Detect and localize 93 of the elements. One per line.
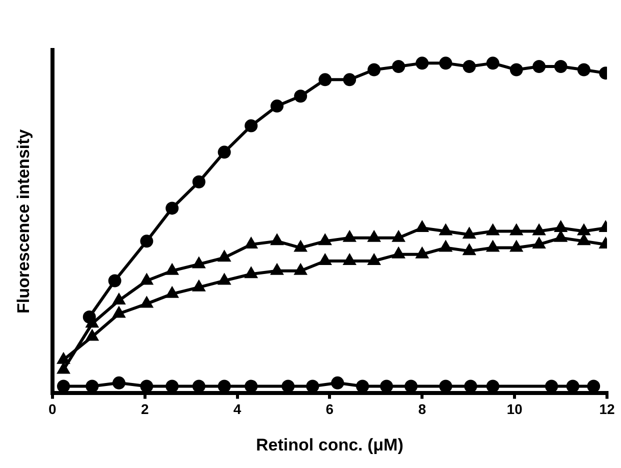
point (319, 254, 331, 265)
point (86, 330, 98, 341)
point (344, 231, 356, 242)
x-tick-label: 8 (418, 401, 426, 418)
point (108, 274, 122, 288)
point (218, 146, 231, 159)
point (192, 380, 206, 393)
x-tick-label: 10 (506, 401, 523, 418)
point (392, 60, 406, 73)
point (244, 380, 258, 393)
point (140, 297, 153, 308)
point (486, 56, 500, 70)
x-axis-title: Retinol conc. (μM) (256, 435, 404, 454)
point (140, 380, 154, 393)
x-tick-label: 12 (599, 401, 615, 418)
point (532, 60, 546, 73)
point (192, 175, 206, 188)
point (566, 380, 580, 393)
point (416, 56, 429, 70)
point (166, 380, 179, 393)
point (439, 56, 452, 70)
point (533, 224, 545, 236)
point (587, 380, 600, 393)
point (368, 254, 380, 265)
point (462, 60, 476, 73)
point (271, 234, 283, 246)
x-tick-label: 0 (48, 401, 56, 418)
point (356, 380, 370, 393)
point (244, 119, 258, 132)
point (578, 224, 590, 236)
point (545, 380, 558, 393)
point (193, 258, 205, 268)
point (416, 221, 428, 232)
point (343, 73, 356, 86)
point (464, 380, 478, 393)
point (439, 380, 452, 393)
point (331, 376, 344, 390)
point (416, 248, 428, 258)
point (554, 231, 567, 242)
point (554, 221, 567, 232)
point (404, 380, 418, 393)
point (440, 241, 452, 252)
point (487, 241, 499, 252)
point (140, 274, 153, 285)
x-tick-label: 2 (140, 401, 149, 418)
y-axis-title: Fluorescence intensity (14, 128, 33, 314)
point (282, 380, 295, 393)
x-tick-label: 4 (233, 401, 242, 418)
point (166, 264, 178, 275)
point (294, 90, 308, 103)
point (113, 294, 125, 305)
point (368, 63, 381, 76)
point (193, 280, 205, 292)
point (56, 380, 70, 393)
point (86, 380, 99, 393)
point (271, 264, 283, 275)
point (510, 241, 522, 252)
point (113, 307, 125, 318)
point (270, 100, 284, 113)
point (112, 376, 126, 390)
point (218, 380, 231, 393)
point (392, 231, 404, 242)
point (392, 248, 404, 258)
point (58, 353, 70, 364)
point (245, 268, 257, 278)
point (306, 380, 320, 393)
point (294, 241, 306, 252)
x-tick-label: 6 (326, 401, 334, 418)
point (368, 231, 380, 242)
point (463, 228, 476, 239)
point (140, 234, 154, 248)
point (294, 264, 306, 275)
point (578, 234, 590, 246)
point (533, 238, 545, 248)
point (318, 73, 332, 86)
point (319, 234, 331, 246)
point (487, 224, 499, 236)
point (486, 380, 500, 393)
point (510, 224, 522, 236)
point (577, 63, 590, 76)
point (82, 310, 96, 324)
point (58, 363, 70, 374)
point (166, 287, 178, 298)
point (218, 251, 230, 262)
point (463, 244, 476, 256)
point (380, 380, 394, 393)
point (554, 60, 568, 73)
point (510, 63, 523, 76)
point (218, 274, 230, 285)
point (245, 238, 257, 248)
point (440, 224, 452, 236)
point (166, 202, 179, 215)
point (344, 254, 356, 265)
